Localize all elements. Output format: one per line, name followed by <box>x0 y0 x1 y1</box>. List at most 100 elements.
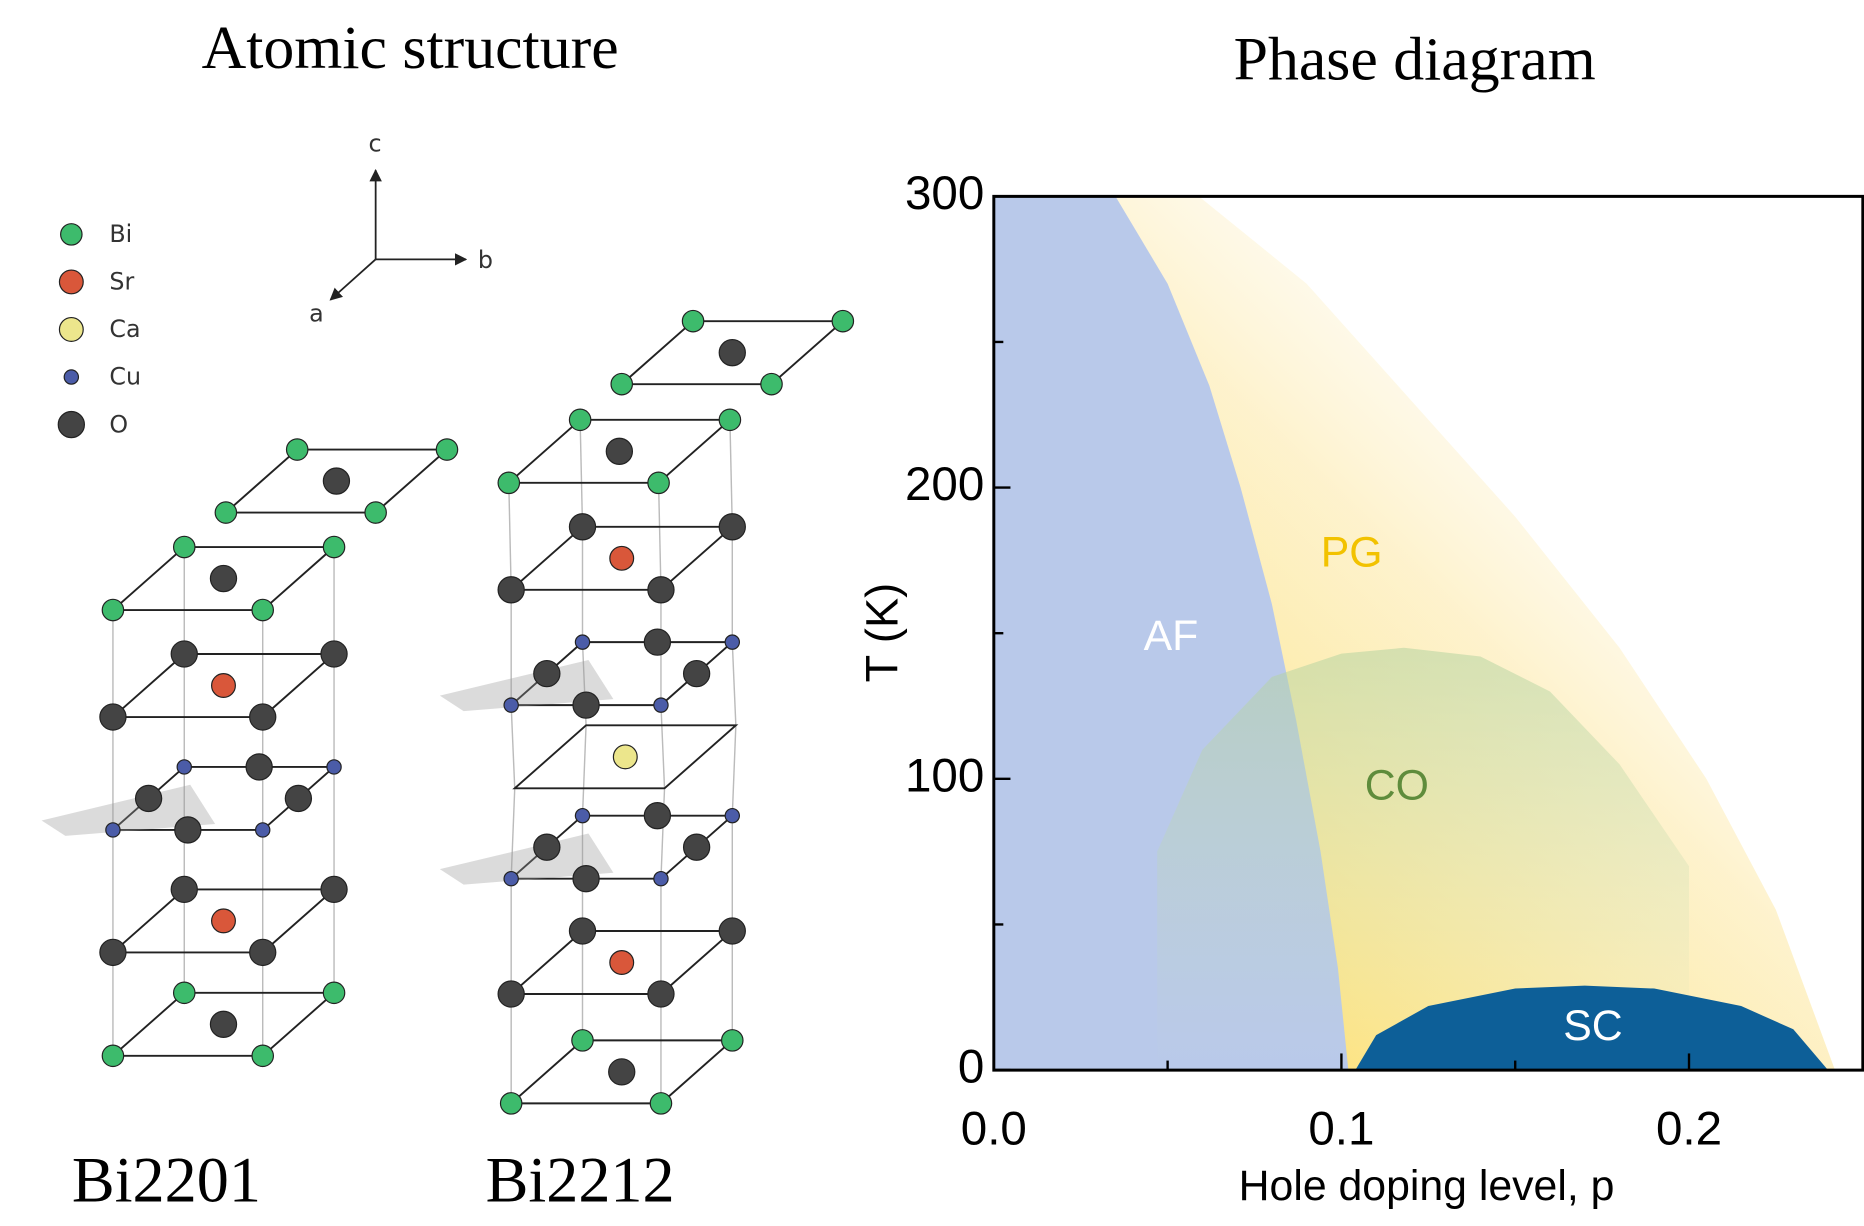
atom <box>250 704 276 730</box>
y-tick-label: 0 <box>958 1041 984 1094</box>
atom <box>498 981 524 1007</box>
atom <box>252 1045 273 1066</box>
y-axis-label: T (K) <box>857 583 908 683</box>
x-tick-label: 0.1 <box>1308 1102 1374 1155</box>
atom <box>569 918 595 944</box>
atom <box>102 1045 123 1066</box>
axis-label: b <box>478 246 493 274</box>
atom <box>654 698 668 712</box>
atom <box>246 754 272 780</box>
atom <box>725 635 739 649</box>
bond <box>732 642 736 725</box>
atom <box>504 698 518 712</box>
atom <box>436 439 457 460</box>
y-tick-label: 100 <box>905 749 984 802</box>
atom <box>644 629 670 655</box>
atom <box>611 373 632 394</box>
atom <box>323 982 344 1003</box>
atom <box>504 872 518 886</box>
bond <box>732 725 736 815</box>
region-label: AF <box>1144 612 1199 660</box>
atom <box>650 1093 671 1114</box>
atom <box>534 834 560 860</box>
bond <box>583 725 587 815</box>
atom <box>210 565 236 591</box>
legend-label: O <box>109 410 128 438</box>
atom <box>175 817 201 843</box>
region-label: PG <box>1321 529 1383 577</box>
atom <box>174 982 195 1003</box>
atom <box>684 834 710 860</box>
atom <box>719 514 745 540</box>
atom <box>171 876 197 902</box>
atom <box>321 641 347 667</box>
atom <box>613 745 637 769</box>
atom <box>136 785 162 811</box>
legend-atom <box>59 270 83 294</box>
bond <box>661 788 665 878</box>
atom <box>761 373 782 394</box>
atom <box>256 823 270 837</box>
atom <box>719 340 745 366</box>
atom <box>323 536 344 557</box>
axis-label: a <box>309 300 324 328</box>
y-tick-label: 200 <box>905 458 984 511</box>
legend-atom <box>58 412 84 438</box>
atom <box>321 876 347 902</box>
atom <box>102 599 123 620</box>
legend-label: Ca <box>109 315 140 343</box>
chart-title: Phase diagram <box>1234 26 1596 94</box>
x-axis-label: Hole doping level, p <box>1239 1162 1615 1210</box>
atom <box>610 951 634 975</box>
atom <box>323 468 349 494</box>
atom <box>575 809 589 823</box>
figure: Atomic structure Phase diagram a b c Bi2… <box>0 0 1864 1226</box>
bond <box>511 705 515 788</box>
atom <box>215 502 236 523</box>
atom <box>250 939 276 965</box>
legend-atom <box>59 318 83 342</box>
atom <box>534 661 560 687</box>
atom <box>719 409 740 430</box>
legend-label: Sr <box>109 268 134 296</box>
axis-arrow <box>330 259 375 299</box>
atom <box>252 599 273 620</box>
atom <box>174 536 195 557</box>
atom <box>210 1011 236 1037</box>
atom <box>719 918 745 944</box>
atom <box>498 472 519 493</box>
atom <box>573 692 599 718</box>
compound-label: Bi2201 <box>72 1144 261 1215</box>
atom <box>286 439 307 460</box>
atom <box>285 785 311 811</box>
atom <box>365 502 386 523</box>
atom <box>725 809 739 823</box>
atom <box>648 472 669 493</box>
legend-label: Cu <box>109 363 141 391</box>
legend-atom <box>64 370 78 384</box>
atom <box>722 1030 743 1051</box>
bond <box>659 483 661 590</box>
atom <box>569 514 595 540</box>
legend-label: Bi <box>109 220 132 248</box>
panel-title: Atomic structure <box>202 14 619 82</box>
region-label: SC <box>1563 1002 1622 1050</box>
x-tick-label: 0.0 <box>961 1102 1027 1155</box>
atom <box>610 546 634 570</box>
legend-atom <box>61 224 82 245</box>
axis-label: c <box>369 130 382 158</box>
atom <box>609 1059 635 1085</box>
bond <box>509 483 511 590</box>
atom <box>648 577 674 603</box>
atom <box>606 438 632 464</box>
atom <box>648 981 674 1007</box>
bond <box>730 420 732 527</box>
atom <box>100 704 126 730</box>
atom <box>177 760 191 774</box>
atom <box>171 641 197 667</box>
y-tick-label: 300 <box>905 167 984 220</box>
atom <box>569 409 590 430</box>
atom <box>100 939 126 965</box>
atom <box>682 310 703 331</box>
